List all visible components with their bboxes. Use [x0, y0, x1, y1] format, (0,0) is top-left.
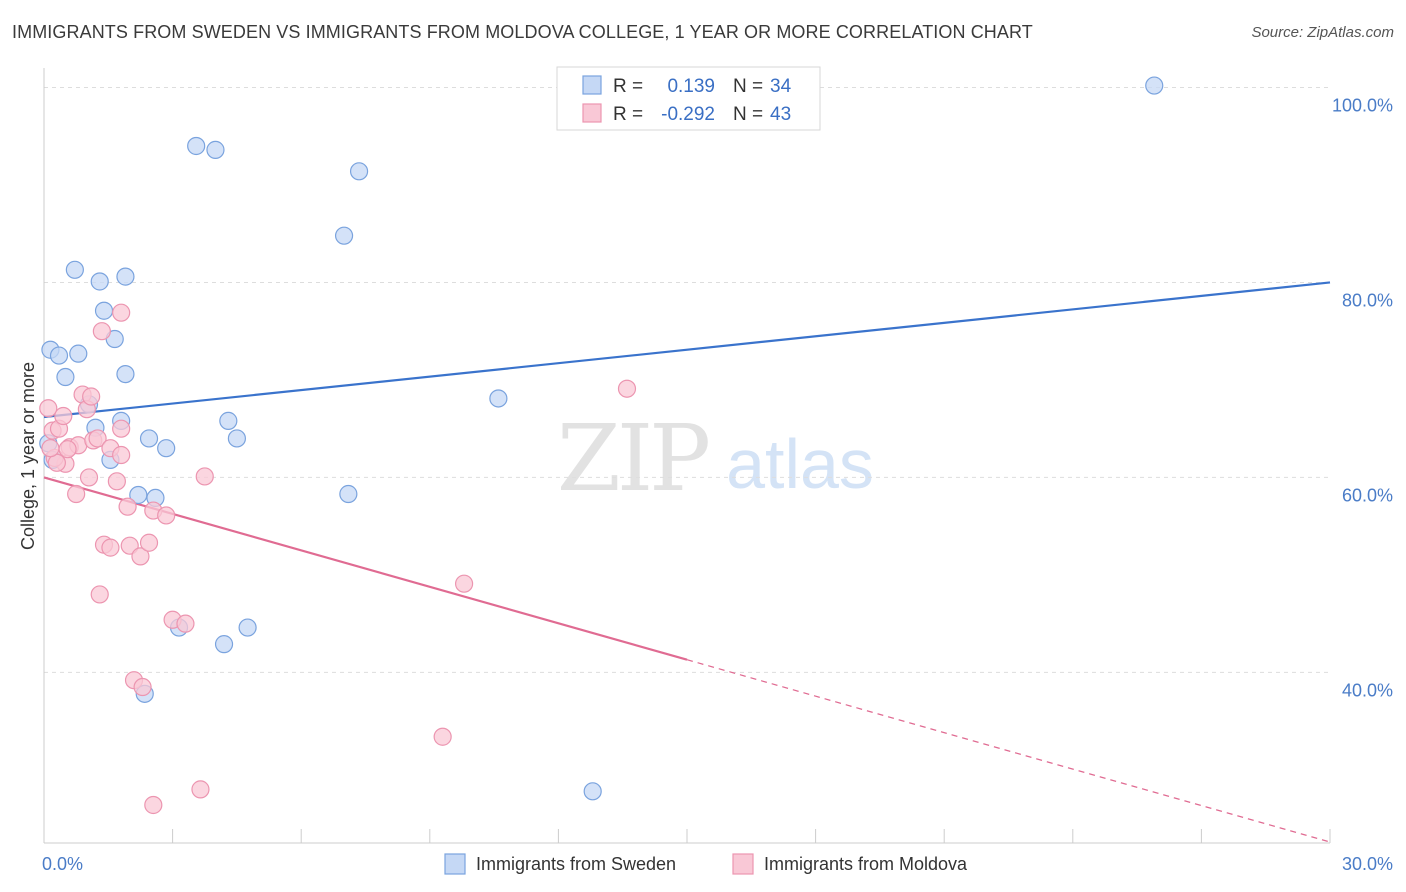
- data-point-sweden: [489, 389, 508, 408]
- watermark-atlas: atlas: [726, 425, 874, 503]
- stats-r-value-sweden: 0.139: [667, 76, 715, 97]
- data-point-moldova: [92, 322, 111, 341]
- x-tick-label: 30.0%: [1342, 854, 1393, 874]
- data-point-moldova: [107, 472, 126, 491]
- data-point-sweden: [339, 484, 358, 504]
- stats-legend-swatch-sweden: [582, 75, 602, 95]
- data-point-sweden: [349, 162, 369, 181]
- stats-n-label-sweden: N =: [733, 76, 763, 97]
- legend-label-moldova: Immigrants from Moldova: [764, 854, 968, 874]
- data-point-sweden: [90, 272, 109, 291]
- x-axis-ticks: [43, 829, 1331, 843]
- y-tick-label: 40.0%: [1342, 680, 1393, 700]
- data-point-moldova: [67, 484, 86, 504]
- stats-n-value-sweden: 34: [770, 76, 792, 97]
- data-point-moldova: [176, 614, 195, 633]
- data-point-sweden: [69, 344, 88, 363]
- data-point-moldova: [82, 387, 101, 406]
- y-axis-tick-labels: 100.0% 80.0% 60.0% 40.0%: [1332, 95, 1393, 700]
- data-point-moldova: [112, 303, 131, 322]
- data-point-sweden: [214, 635, 234, 654]
- data-point-sweden: [219, 411, 238, 430]
- data-point-sweden: [1145, 76, 1164, 95]
- data-point-moldova: [195, 467, 214, 486]
- data-point-sweden: [583, 782, 602, 801]
- data-point-sweden: [49, 346, 69, 365]
- trend-line-sweden: [43, 281, 1331, 419]
- gridlines: [44, 86, 1330, 673]
- data-point-moldova: [58, 440, 77, 459]
- data-point-sweden: [56, 367, 75, 387]
- data-point-moldova: [139, 533, 159, 552]
- stats-r-value-moldova: -0.292: [661, 104, 715, 125]
- watermark-zip: ZIP: [557, 405, 708, 512]
- data-point-sweden: [116, 365, 135, 384]
- data-point-moldova: [131, 547, 150, 566]
- data-point-moldova: [454, 574, 474, 593]
- data-point-moldova: [617, 379, 637, 398]
- y-tick-label: 60.0%: [1342, 485, 1393, 505]
- data-point-moldova: [133, 677, 152, 697]
- data-point-sweden: [227, 429, 246, 448]
- stats-n-value-moldova: 43: [770, 104, 791, 125]
- data-point-moldova: [433, 727, 452, 746]
- x-axis-tick-labels: 0.0% 30.0%: [42, 854, 1393, 874]
- x-tick-label: 0.0%: [42, 854, 83, 874]
- data-point-moldova: [112, 419, 131, 438]
- data-point-moldova: [79, 468, 99, 487]
- legend-swatch-moldova: [732, 853, 754, 875]
- data-point-moldova: [112, 445, 131, 465]
- data-point-sweden: [206, 140, 225, 159]
- watermark: ZIP atlas: [557, 405, 874, 512]
- data-point-moldova: [39, 399, 58, 418]
- stats-r-label-moldova: R =: [613, 104, 643, 125]
- data-point-moldova: [118, 497, 137, 516]
- legend-swatch-sweden: [444, 853, 466, 875]
- data-point-sweden: [187, 136, 206, 156]
- y-tick-label: 80.0%: [1342, 290, 1393, 310]
- data-point-moldova: [120, 536, 139, 555]
- data-point-moldova: [41, 439, 60, 458]
- stats-n-label-moldova: N =: [733, 104, 763, 125]
- data-point-sweden: [129, 485, 148, 505]
- data-point-sweden: [157, 439, 176, 458]
- data-point-sweden: [116, 267, 135, 286]
- trend-line-moldova-extension: [686, 659, 1331, 843]
- bottom-legend: Immigrants from Sweden Immigrants from M…: [444, 853, 968, 875]
- data-point-sweden: [139, 429, 159, 448]
- data-point-moldova: [191, 780, 210, 799]
- data-point-sweden: [94, 301, 114, 320]
- data-point-sweden: [334, 226, 354, 245]
- trend-lines: [43, 281, 1331, 843]
- data-point-sweden: [238, 618, 257, 637]
- data-point-moldova: [54, 406, 73, 426]
- stats-legend-swatch-moldova: [582, 103, 602, 123]
- stats-legend: R = 0.139 N = 34 R = -0.292 N = 43: [556, 66, 821, 131]
- legend-label-sweden: Immigrants from Sweden: [476, 854, 676, 874]
- data-point-moldova: [90, 585, 109, 604]
- data-point-moldova: [101, 538, 120, 557]
- y-axis-title: College, 1 year or more: [18, 362, 38, 550]
- stats-r-label-sweden: R =: [613, 76, 643, 97]
- chart-source: Source: ZipAtlas.com: [1251, 24, 1394, 41]
- data-point-moldova: [144, 795, 163, 815]
- data-point-moldova: [88, 429, 107, 448]
- data-point-sweden: [65, 260, 84, 279]
- data-point-moldova: [157, 506, 176, 525]
- y-tick-label: 100.0%: [1332, 95, 1393, 115]
- chart-title: IMMIGRANTS FROM SWEDEN VS IMMIGRANTS FRO…: [12, 22, 1033, 42]
- series-moldova-points: [39, 303, 637, 815]
